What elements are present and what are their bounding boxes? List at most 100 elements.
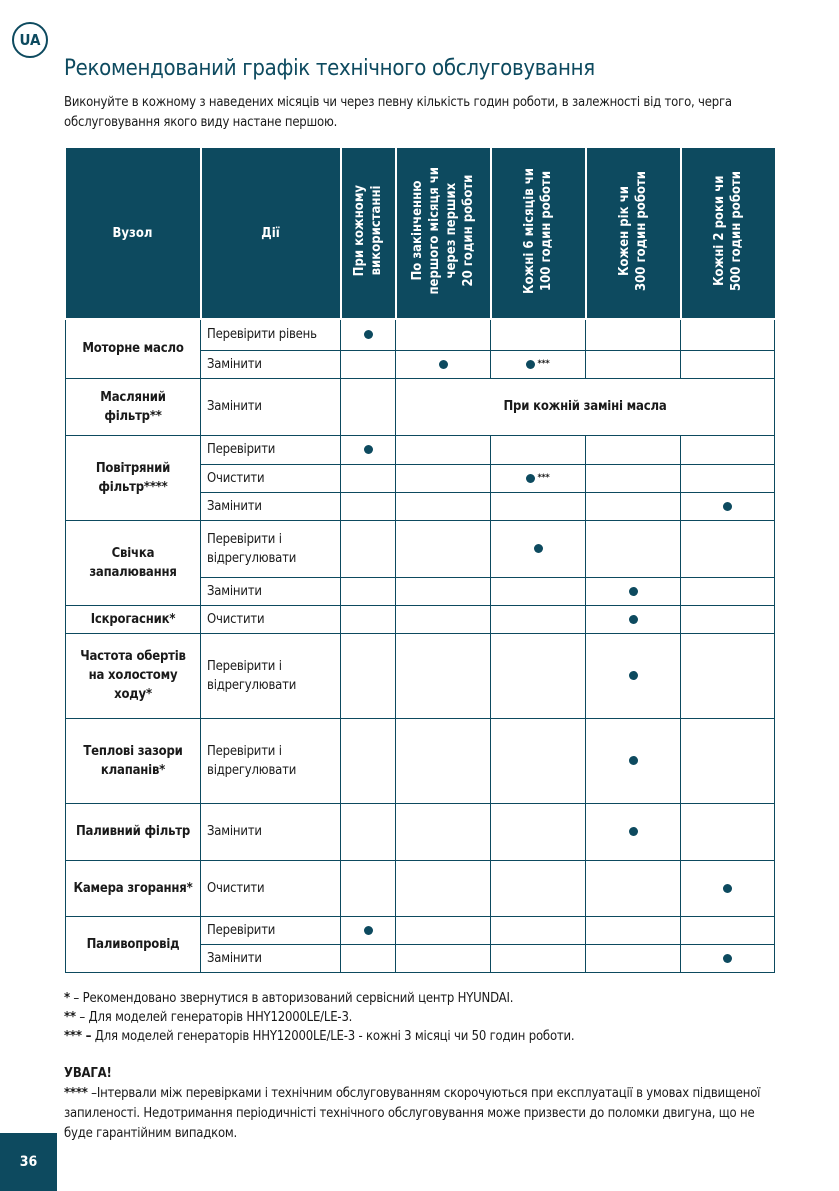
interval-cell [490,491,586,521]
action-cell: Перевірити [200,915,341,945]
header-label: Кожен рік чи 300 годин роботи [617,170,649,291]
header-label: При кожному використанні [352,185,384,277]
header-label: Вузол [112,225,153,241]
interval-cell [340,377,396,436]
action-cell: Очистити [200,604,341,634]
action-cell: Перевірити і відрегулювати [200,717,341,804]
node-cell: Теплові зазори клапанів* [65,717,201,804]
interval-cell [680,717,775,804]
interval-cell [680,434,775,465]
scheduled-dot-icon [723,501,732,511]
interval-cell [490,802,586,861]
interval-cell [585,632,681,719]
interval-cell [680,318,775,351]
footnote: *** – Для моделей генераторів HHY12000LE… [64,1027,575,1046]
interval-cell: *** [490,349,586,379]
interval-cell [585,519,681,578]
header-6-months: Кожні 6 місяців чи 100 годин роботи [489,146,587,320]
node-cell: Свічка запалювання [65,519,201,606]
scheduled-dot-icon [628,614,638,624]
action-cell: Очистити [200,463,341,493]
interval-cell [340,632,396,719]
interval-cell [340,434,396,465]
header-yearly: Кожен рік чи 300 годин роботи [584,146,682,320]
header-2-years: Кожні 2 роки чи 500 годин роботи [679,146,775,320]
footnote-text: Для моделей генераторів HHY12000LE/LE-3 … [91,1029,575,1044]
interval-cell [395,519,491,578]
interval-cell [340,349,396,379]
interval-cell [340,859,396,917]
table-row: Замінити [66,943,775,973]
interval-cell [340,491,396,521]
interval-cell [490,717,586,804]
scheduled-dot-icon [438,359,448,369]
scheduled-dot-icon [628,756,638,765]
node-cell: Повітряний фільтр**** [65,434,201,521]
footnote-mark: *** – [64,1029,92,1044]
warning-block: УВАГА! **** –Інтервали між перевірками і… [64,1064,774,1144]
footnote-mark: * [64,991,70,1006]
node-cell: Масляний фільтр** [65,377,201,436]
interval-cell [395,859,491,917]
language-badge: UA [12,22,48,58]
table-row: Моторне масло Перевірити рівень [65,318,775,379]
interval-cell [490,576,586,606]
table-row: Свічка запалювання Перевірити і відрегулю… [65,519,775,606]
interval-cell [490,434,586,465]
interval-cell [395,318,491,351]
table-row: Теплові зазори клапанів* Перевірити і від… [65,717,775,804]
scheduled-dot-icon [533,544,543,553]
interval-cell [395,915,491,945]
interval-cell [585,802,681,861]
action-cell: Замінити [200,576,341,606]
footnote-mark: *** [537,472,550,483]
footnote-text: – Рекомендовано звернутися в авторизован… [69,991,514,1006]
node-cell: Паливний фільтр [65,802,201,861]
scheduled-dot-icon [526,359,536,369]
table-header-row: Вузол Дії При кожному використанні По за… [65,146,775,320]
interval-cell [680,915,775,945]
interval-cell [680,349,775,379]
interval-cell [340,519,396,578]
node-cell: Моторне масло [65,318,201,379]
table-row: Масляний фільтр** Замінити При кожній замі… [65,377,775,436]
interval-cell [490,943,586,973]
interval-cell [395,802,491,861]
interval-cell [585,576,681,606]
scheduled-dot-icon [628,827,638,836]
interval-cell [340,943,396,973]
interval-cell [395,349,491,379]
interval-cell [490,519,586,578]
interval-cell [340,717,396,804]
interval-cell [585,463,681,493]
action-cell: Замінити [200,943,341,973]
footnote-mark: *** [537,358,550,369]
interval-cell [680,463,775,493]
interval-cell [680,632,775,719]
header-label: Кожні 2 роки чи 500 годин роботи [712,170,744,291]
warning-text: –Інтервали між перевірками і технічним о… [64,1086,761,1141]
interval-cell [585,717,681,804]
interval-cell [395,943,491,973]
scheduled-dot-icon [526,473,536,483]
node-cell: Камера згорання* [65,859,201,917]
warning-mark: **** [64,1086,88,1101]
interval-cell [395,434,491,465]
table-row: Повітряний фільтр**** Перевірити [65,434,775,521]
table-row: Замінити [66,576,775,606]
node-cell: Частота обертів на холостому ходу* [65,632,201,719]
table-row: Очистити *** [66,463,775,493]
header-label: Дії [261,225,280,241]
footnote: * – Рекомендовано звернутися в авторизов… [64,989,574,1008]
interval-cell [585,859,681,917]
interval-cell [340,576,396,606]
interval-cell [340,802,396,861]
action-cell: Замінити [200,349,341,379]
header-first-month: По закінченню першого місяця чи через пе… [394,146,492,320]
table-row: Камера згорання* Очистити [65,859,775,917]
scheduled-dot-icon [363,330,373,340]
page-number: 36 [0,1133,57,1191]
action-cell: Перевірити і відрегулювати [200,519,341,578]
scheduled-dot-icon [723,953,732,963]
scheduled-dot-icon [363,925,373,935]
